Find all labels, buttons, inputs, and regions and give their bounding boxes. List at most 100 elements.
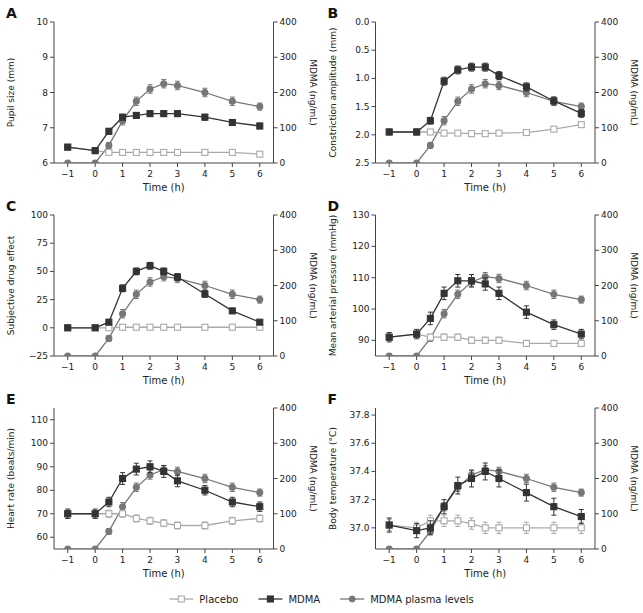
marker (523, 525, 529, 531)
error-bar (134, 483, 139, 491)
figure: −10123456Time (h)678910Pupil size (mm)01… (0, 0, 643, 613)
marker (482, 81, 488, 87)
x-tick (67, 163, 68, 167)
error-bar (428, 521, 433, 535)
y2-tick (595, 513, 599, 514)
error-bar (414, 331, 419, 337)
marker (414, 353, 420, 356)
marker (482, 64, 488, 70)
marker (551, 504, 557, 510)
legend-item: MDMA plasma levels (340, 594, 473, 605)
panel: −10123456Time (h)60708090100110Heart rat… (6, 391, 318, 579)
x-axis-label: Time (h) (463, 182, 506, 193)
error-bar (134, 268, 139, 275)
marker (92, 353, 98, 356)
y2-tick (274, 250, 278, 251)
y2-tick-label: 200 (601, 474, 618, 484)
x-tick-label: 5 (551, 555, 557, 565)
marker (65, 325, 71, 331)
x-tick-label: −1 (383, 362, 396, 372)
x-tick-label: 1 (441, 555, 447, 565)
error-bar (120, 510, 125, 517)
y-axis-line (375, 22, 376, 163)
marker (441, 334, 447, 340)
y2-axis-label: MDMA (ng/mL) (629, 252, 639, 319)
x-tick (177, 356, 178, 360)
error-bar (524, 340, 529, 346)
error-bar (202, 486, 207, 495)
x-tick-label: 3 (496, 555, 502, 565)
error-bar (175, 274, 180, 281)
marker (174, 274, 180, 280)
marker (174, 478, 180, 484)
y2-tick-label: 0 (280, 351, 286, 361)
y-axis-line (375, 215, 376, 356)
error-bar (257, 103, 262, 110)
y2-axis-label: MDMA (ng/mL) (629, 59, 639, 126)
x-tick-label: 3 (175, 362, 181, 372)
x-tick-label: 6 (578, 169, 584, 179)
error-bar (387, 333, 392, 342)
marker (578, 331, 584, 337)
error-bar (579, 122, 584, 127)
marker (496, 476, 502, 482)
legend-label: MDMA (288, 594, 320, 605)
error-bar (230, 97, 235, 105)
y-tick (50, 92, 54, 93)
x-tick-label: −1 (383, 555, 396, 565)
y2-axis-label: MDMA (ng/mL) (308, 252, 318, 319)
y2-tick-label: 100 (280, 509, 297, 519)
x-tick (526, 163, 527, 167)
y2-tick-label: 400 (601, 403, 618, 413)
marker (133, 484, 139, 490)
error-bar (106, 143, 111, 149)
y2-tick (274, 356, 278, 357)
error-bar (106, 128, 111, 134)
error-bar (469, 337, 474, 343)
panel-label: A (6, 5, 17, 21)
x-tick-label: 1 (120, 169, 126, 179)
marker (441, 504, 447, 510)
error-bar (551, 97, 556, 105)
marker (496, 275, 502, 281)
x-tick (444, 356, 445, 360)
x-tick-label: −1 (61, 555, 74, 565)
marker (202, 487, 208, 493)
marker (65, 160, 71, 163)
marker (441, 290, 447, 296)
error-bar (496, 470, 501, 487)
y2-tick-label: 300 (601, 438, 618, 448)
marker (496, 130, 502, 136)
error-bar (65, 145, 70, 150)
legend-marker (349, 596, 355, 602)
error-bar (469, 131, 474, 136)
marker (523, 490, 529, 496)
marker (386, 160, 392, 163)
marker (414, 129, 420, 135)
x-tick (259, 549, 260, 553)
marker (469, 64, 475, 70)
x-tick (471, 356, 472, 360)
marker (414, 331, 420, 337)
marker (551, 340, 557, 346)
x-tick-label: 0 (414, 169, 420, 179)
error-bar (524, 83, 529, 91)
legend-item: Placebo (169, 594, 238, 605)
marker (202, 149, 208, 155)
x-tick-label: 6 (257, 169, 263, 179)
marker (551, 98, 557, 104)
marker (386, 129, 392, 135)
plot-area (386, 63, 584, 163)
x-axis-label: Time (h) (142, 182, 185, 193)
error-bar (455, 97, 460, 105)
series (65, 79, 263, 163)
y-tick-label: 6 (42, 158, 48, 168)
x-tick (150, 356, 151, 360)
series-line (389, 470, 581, 549)
y2-tick-label: 100 (601, 509, 618, 519)
error-bar (161, 79, 166, 87)
marker (386, 129, 392, 135)
marker (202, 476, 208, 482)
y-tick-label: 1.5 (355, 102, 369, 112)
error-bar (442, 287, 447, 300)
